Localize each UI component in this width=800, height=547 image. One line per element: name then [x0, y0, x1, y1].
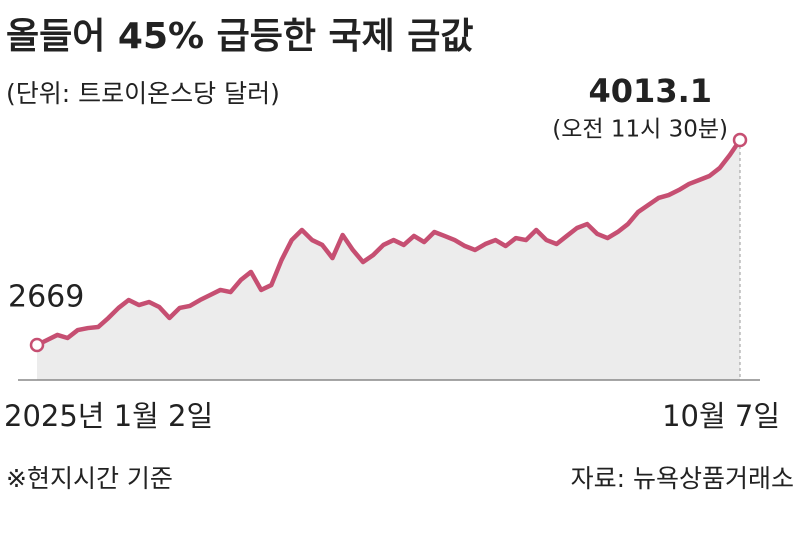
- x-tick-label: 2025년 1월 2일: [4, 399, 213, 433]
- end-value-label: 4013.1: [589, 72, 712, 110]
- chart-subtitle: (단위: 트로이온스당 달러): [6, 79, 280, 108]
- annotation: (오전 11시 30분): [552, 117, 728, 143]
- source: 자료: 뉴욕상품거래소: [571, 464, 794, 493]
- note: ※현지시간 기준: [6, 464, 173, 493]
- area: [37, 140, 740, 380]
- chart-title: 올들어 45% 급등한 국제 금값: [6, 16, 474, 57]
- end-marker: [29, 337, 45, 353]
- end-marker: [732, 132, 748, 148]
- start-value-label: 2669: [8, 280, 84, 315]
- line: [36, 138, 742, 348]
- x-tick-label: 10월 7일: [662, 399, 780, 433]
